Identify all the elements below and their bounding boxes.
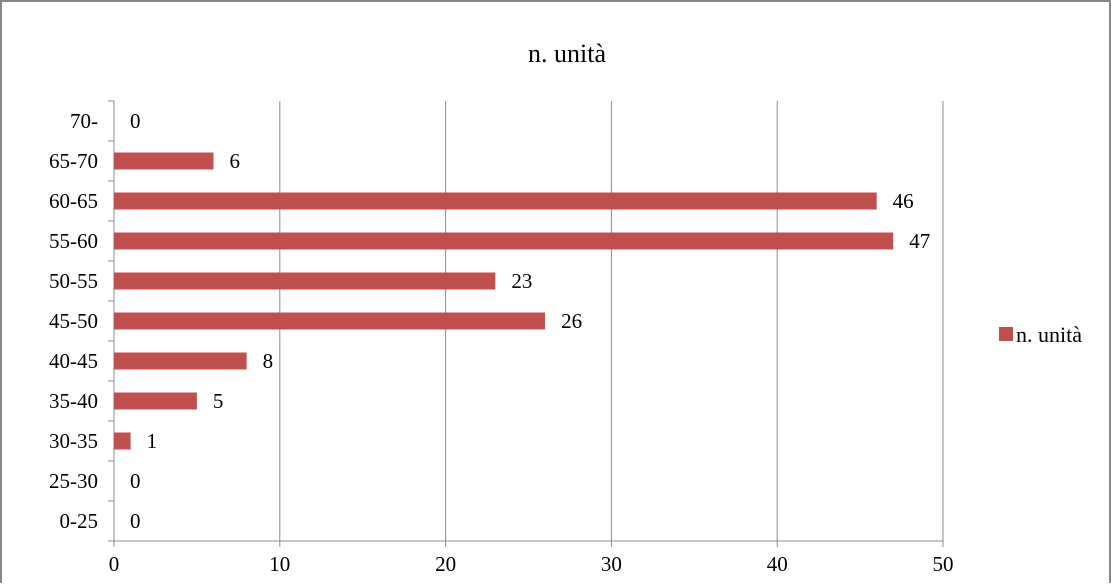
x-tick-label: 30 [601,552,622,576]
y-tick-label: 45-50 [49,309,98,333]
bar [114,232,894,250]
gridlines [279,101,944,541]
bar [114,272,496,290]
data-label: 0 [130,469,141,493]
data-label: 47 [909,229,930,253]
x-tick-label: 40 [767,552,788,576]
x-tick-label: 10 [269,552,290,576]
bar [114,392,197,410]
bars [114,152,894,450]
bar [114,432,131,450]
data-label: 46 [893,189,914,213]
y-tick-label: 60-65 [49,189,98,213]
y-tick-label: 40-45 [49,349,98,373]
y-tick-label: 50-55 [49,269,98,293]
data-label: 26 [561,309,582,333]
data-label: 0 [130,109,141,133]
x-tick-label: 0 [109,552,120,576]
x-tick-label: 20 [435,552,456,576]
y-tick-label: 0-25 [60,509,99,533]
bar [114,312,546,330]
legend-swatch [999,327,1013,341]
data-label: 5 [213,389,224,413]
data-label: 6 [229,149,240,173]
legend-label: n. unità [1016,322,1082,347]
y-tick-label: 55-60 [49,229,98,253]
bar [114,352,247,370]
y-tick-label: 65-70 [49,149,98,173]
bar [114,192,877,210]
data-label: 1 [147,429,158,453]
y-tick-label: 70- [70,109,98,133]
axes: 0 10 20 30 40 500-2525-3030-3535-4040-4545-50… [49,100,954,576]
y-tick-label: 25-30 [49,469,98,493]
y-tick-label: 35-40 [49,389,98,413]
bar [114,152,214,170]
legend: n. unità [999,322,1082,347]
x-tick-label: 50 [933,552,954,576]
chart-title: n. unità [528,39,606,68]
data-label: 0 [130,509,141,533]
y-tick-label: 30-35 [49,429,98,453]
data-label: 23 [511,269,532,293]
data-label: 8 [263,349,274,373]
